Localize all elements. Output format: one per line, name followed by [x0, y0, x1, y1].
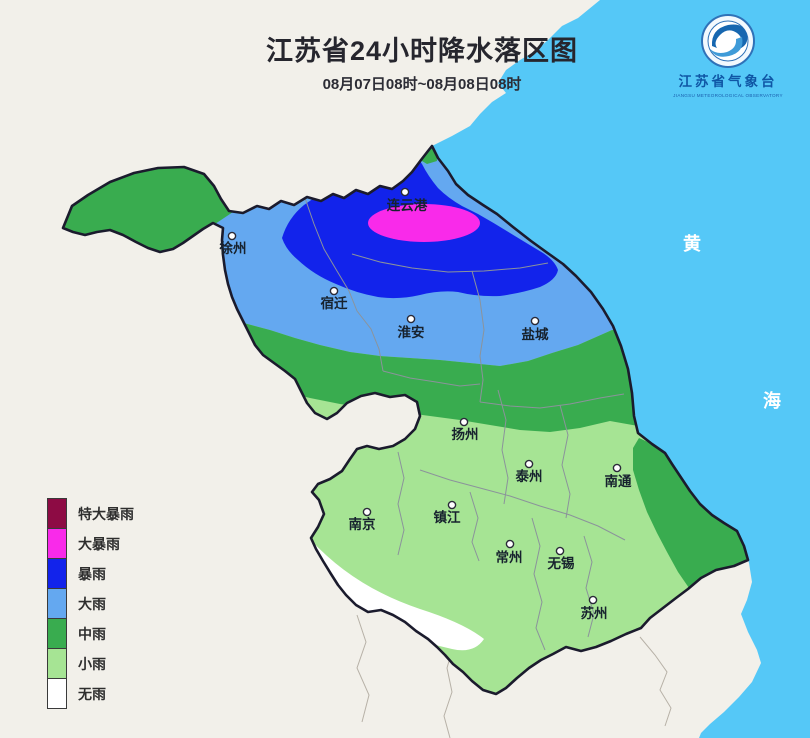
city-marker: 徐州	[219, 231, 247, 256]
city-label: 镇江	[434, 509, 461, 525]
legend-swatch	[47, 528, 67, 559]
city-dot-icon	[362, 507, 372, 517]
city-marker: 常州	[496, 539, 523, 565]
logo-wave-icon-2	[710, 37, 743, 57]
legend-label: 暴雨	[78, 566, 106, 582]
legend-label: 大暴雨	[78, 536, 120, 552]
city-marker: 泰州	[515, 459, 543, 484]
city-label: 徐州	[219, 240, 247, 256]
legend-item: 小雨	[47, 648, 134, 679]
legend-label: 中雨	[78, 626, 106, 642]
legend-item: 特大暴雨	[47, 498, 134, 529]
city-label: 南京	[349, 516, 376, 532]
city-label: 淮安	[398, 324, 425, 340]
legend-label: 无雨	[78, 686, 106, 702]
city-label: 扬州	[452, 426, 479, 442]
city-marker: 宿迁	[321, 286, 348, 311]
legend-item: 暴雨	[47, 558, 134, 589]
city-dot-icon	[447, 500, 457, 510]
legend-swatch	[47, 588, 67, 619]
legend-items: 特大暴雨大暴雨暴雨大雨中雨小雨无雨	[47, 498, 134, 709]
city-dot-icon	[329, 286, 339, 296]
city-dot-icon	[524, 459, 534, 469]
legend-item: 无雨	[47, 678, 134, 709]
legend-swatch	[47, 618, 67, 649]
legend-item: 大暴雨	[47, 528, 134, 559]
city-dot-icon	[459, 417, 469, 427]
zone-no-rain-patch	[293, 531, 484, 651]
zone-moderate-rain-coast-patch	[411, 146, 437, 164]
legend-swatch	[47, 498, 67, 529]
sea-name-char: 海	[763, 390, 783, 411]
legend-label: 特大暴雨	[78, 506, 134, 522]
city-label: 盐城	[522, 326, 550, 342]
yellow-sea	[432, 0, 810, 738]
city-marker: 连云港	[387, 187, 428, 213]
city-marker: 盐城	[522, 316, 550, 342]
city-label: 宿迁	[321, 295, 348, 311]
district-borders	[304, 197, 626, 651]
city-label: 南通	[605, 473, 633, 489]
zone-moderate-rain-nantong-coast	[633, 438, 747, 588]
legend-swatch	[47, 558, 67, 589]
legend-swatch	[47, 648, 67, 679]
city-marker: 扬州	[452, 417, 479, 442]
logo-wave-icon	[711, 24, 748, 49]
city-label: 无锡	[547, 555, 576, 571]
city-dot-icon	[505, 539, 515, 549]
city-marker: 南京	[349, 507, 376, 532]
legend-label: 大雨	[78, 596, 106, 612]
city-marker: 无锡	[547, 546, 576, 571]
city-marker: 南通	[605, 463, 633, 489]
city-label: 苏州	[581, 605, 608, 621]
zone-moderate-rain-band	[150, 316, 660, 432]
city-label: 常州	[496, 549, 523, 565]
page-subtitle: 08月07日08时~08月08日08时	[322, 76, 522, 93]
sea-name-char: 黄	[683, 233, 703, 254]
observatory-logo: 江苏省气象台 JIANGSU METEOROLOGICAL OBSERVATOR…	[673, 14, 783, 98]
city-dot-icon	[612, 463, 622, 473]
city-dot-icon	[227, 231, 237, 241]
legend-item: 中雨	[47, 618, 134, 649]
sea-label-layer: 黄海	[683, 233, 783, 411]
legend-item: 大雨	[47, 588, 134, 619]
page-title: 江苏省24小时降水落区图	[265, 36, 579, 66]
city-marker: 镇江	[434, 500, 461, 525]
city-dot-icon	[588, 595, 598, 605]
city-marker: 苏州	[581, 595, 608, 621]
city-dot-icon	[400, 187, 410, 197]
zone-severe-rainstorm-ellipse	[368, 204, 480, 242]
city-marker: 淮安	[398, 314, 425, 340]
logo-org-name: 江苏省气象台	[679, 73, 778, 89]
province-border	[61, 144, 750, 696]
legend: 特大暴雨大暴雨暴雨大雨中雨小雨无雨	[47, 498, 134, 709]
city-label: 连云港	[387, 197, 428, 213]
legend-label: 小雨	[78, 656, 106, 672]
city-dot-icon	[406, 314, 416, 324]
city-dot-icon	[555, 546, 565, 556]
city-label: 泰州	[515, 468, 543, 484]
city-dot-icon	[530, 316, 540, 326]
logo-org-name-en: JIANGSU METEOROLOGICAL OBSERVATORY	[673, 93, 783, 98]
legend-swatch	[47, 678, 67, 709]
